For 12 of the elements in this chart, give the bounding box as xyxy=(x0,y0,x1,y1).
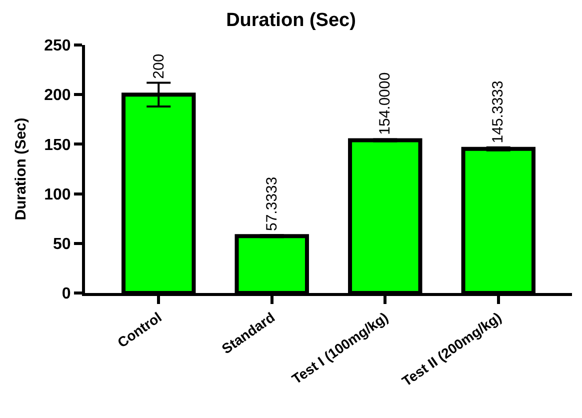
y-tick-label: 0 xyxy=(62,286,71,303)
y-tick-label: 250 xyxy=(44,38,71,55)
y-tick-label: 200 xyxy=(44,87,71,104)
data-label: 154.0000 xyxy=(376,72,394,135)
data-label: 57.3333 xyxy=(264,176,281,231)
y-tick-label: 100 xyxy=(44,186,71,204)
chart-title: Duration (Sec) xyxy=(226,10,356,31)
y-tick-label: 50 xyxy=(53,236,71,253)
y-tick-label: 150 xyxy=(44,136,71,154)
data-label: 145.3333 xyxy=(490,80,507,144)
y-axis-title: Duration (Sec) xyxy=(12,118,30,220)
data-label: 200 xyxy=(150,54,168,79)
